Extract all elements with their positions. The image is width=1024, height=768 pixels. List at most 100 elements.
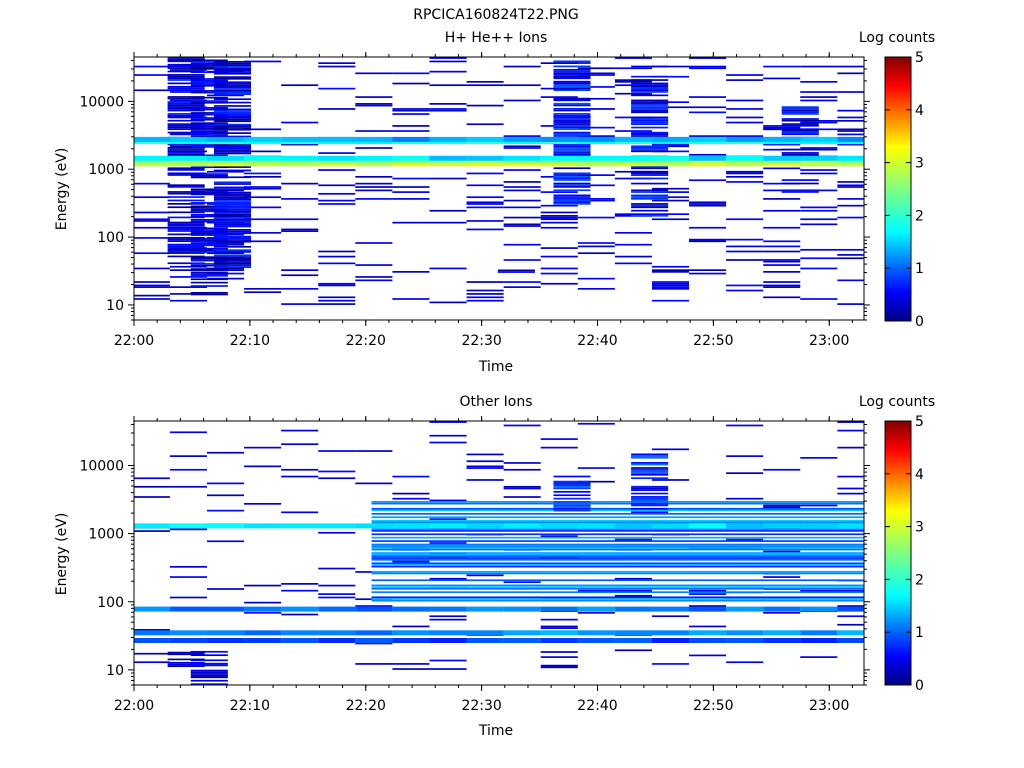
- heatmap-cell: [553, 506, 591, 509]
- band-cell: [800, 606, 838, 612]
- heatmap-cell: [281, 218, 319, 221]
- band-cell: [651, 161, 690, 167]
- heatmap-cell: [281, 613, 319, 616]
- heatmap-cell: [651, 196, 690, 199]
- heatmap-cell: [244, 231, 282, 234]
- band-cell: [651, 630, 690, 636]
- heatmap-cell: [553, 70, 591, 73]
- heatmap-cell: [553, 179, 591, 181]
- heatmap-cell: [614, 67, 652, 70]
- heatmap-cell: [169, 455, 207, 457]
- heatmap-cell: [190, 117, 228, 119]
- heatmap-cell: [190, 96, 228, 99]
- heatmap-cell: [207, 588, 245, 590]
- colorbar-tick-label: 4: [915, 103, 924, 119]
- heatmap-cell: [392, 497, 430, 500]
- heatmap-cell: [553, 75, 591, 78]
- heatmap-cell: [190, 676, 228, 679]
- band-cell: [726, 161, 764, 167]
- heatmap-cell: [190, 285, 228, 287]
- heatmap-cell: [318, 450, 356, 452]
- heatmap-cell: [466, 206, 504, 209]
- heatmap-cell: [466, 196, 504, 199]
- heatmap-cell: [631, 94, 669, 97]
- heatmap-cell: [392, 130, 430, 132]
- band-cell: [540, 161, 578, 167]
- heatmap-cell: [167, 102, 205, 105]
- heatmap-cell: [371, 587, 864, 590]
- heatmap-cell: [466, 220, 504, 222]
- heatmap-cell: [167, 75, 205, 78]
- heatmap-cell: [190, 659, 228, 662]
- heatmap-cell: [651, 284, 690, 287]
- heatmap-cell: [466, 184, 504, 187]
- heatmap-cell: [213, 147, 252, 150]
- heatmap-cell: [497, 269, 535, 272]
- heatmap-cell: [631, 504, 669, 507]
- heatmap-cell: [190, 78, 228, 80]
- band-cell: [577, 606, 615, 612]
- heatmap-cell: [429, 209, 467, 212]
- heatmap-cell: [631, 65, 669, 68]
- heatmap-cell: [726, 238, 764, 241]
- heatmap-cell: [190, 122, 228, 124]
- heatmap-cell: [167, 107, 205, 110]
- heatmap-cell: [167, 255, 205, 258]
- heatmap-cell: [631, 196, 669, 198]
- band-cell: [134, 606, 170, 612]
- heatmap-cell: [726, 170, 764, 173]
- heatmap-cell: [371, 570, 864, 573]
- band-cell: [503, 637, 541, 643]
- heatmap-cell: [540, 211, 578, 214]
- panel-title: Other Ions: [459, 394, 532, 410]
- band-cell: [281, 161, 319, 167]
- heatmap-cell: [190, 174, 228, 177]
- heatmap-cell: [190, 274, 228, 277]
- heatmap-cell: [134, 196, 170, 199]
- heatmap-cell: [167, 128, 205, 131]
- heatmap-cell: [244, 186, 282, 188]
- heatmap-cell: [781, 109, 819, 112]
- heatmap-cell: [553, 153, 591, 156]
- heatmap-cell: [631, 206, 669, 209]
- heatmap-cell: [167, 143, 205, 146]
- heatmap-cell: [689, 179, 727, 182]
- heatmap-cell: [553, 62, 591, 64]
- band-cell: [392, 523, 430, 529]
- heatmap-cell: [371, 509, 864, 512]
- heatmap-cell: [553, 480, 591, 483]
- heatmap-cell: [726, 99, 764, 102]
- heatmap-cell: [190, 83, 228, 85]
- band-cell: [726, 155, 764, 161]
- heatmap-cell: [190, 208, 228, 211]
- heatmap-cell: [540, 446, 578, 449]
- heatmap-cell: [651, 75, 690, 78]
- heatmap-cell: [577, 480, 615, 483]
- heatmap-cell: [190, 134, 228, 136]
- heatmap-cell: [371, 565, 864, 568]
- heatmap-cell: [553, 145, 591, 148]
- heatmap-cell: [190, 237, 228, 240]
- band-cell: [281, 155, 319, 161]
- heatmap-cell: [281, 228, 319, 231]
- heatmap-cell: [503, 181, 541, 183]
- heatmap-cell: [190, 191, 228, 194]
- band-cell: [466, 637, 504, 643]
- heatmap-cell: [167, 211, 205, 214]
- heatmap-cell: [213, 118, 252, 121]
- heatmap-cell: [429, 221, 467, 224]
- heatmap-cell: [371, 502, 864, 505]
- heatmap-cell: [553, 99, 591, 102]
- heatmap-cell: [553, 143, 591, 146]
- heatmap-cell: [614, 255, 652, 258]
- heatmap-cell: [134, 252, 170, 255]
- heatmap-cell: [614, 243, 652, 246]
- y-tick-label: 10000: [79, 94, 124, 110]
- heatmap-cell: [726, 245, 764, 248]
- heatmap-cell: [213, 235, 252, 238]
- heatmap-cell: [371, 591, 864, 594]
- heatmap-cell: [355, 182, 393, 185]
- heatmap-cell: [429, 659, 467, 662]
- heatmap-cell: [371, 553, 864, 556]
